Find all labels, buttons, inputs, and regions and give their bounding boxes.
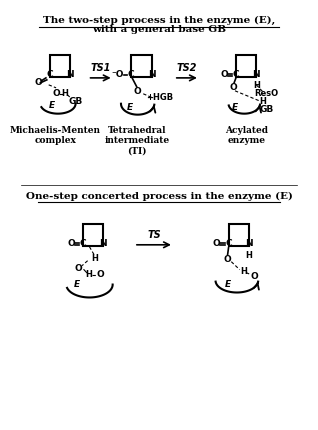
Text: E: E [225,280,231,289]
Bar [236,55,256,77]
Text: O: O [67,240,75,248]
Text: with a general base GB: with a general base GB [92,25,226,34]
Text: O: O [134,87,142,96]
Text: N: N [100,240,107,248]
Text: One-step concerted process in the enzyme (E): One-step concerted process in the enzyme… [25,192,293,201]
Bar [229,224,249,246]
Text: TS1: TS1 [90,63,111,73]
Text: C: C [225,240,232,248]
Text: H: H [259,97,266,106]
Text: H: H [253,81,260,90]
Text: O: O [220,71,228,80]
Text: E: E [48,101,54,110]
Text: N: N [245,240,253,248]
Text: E: E [127,103,133,112]
Text: GB: GB [259,105,274,114]
Text: O: O [251,272,258,281]
Text: TS2: TS2 [176,63,197,73]
Text: C: C [46,71,53,80]
Text: H: H [61,89,68,98]
Text: GB: GB [68,97,83,106]
Text: O: O [74,264,82,273]
Text: ⁻O: ⁻O [111,71,123,80]
Text: C: C [128,71,135,80]
Text: E: E [73,280,80,289]
Text: C: C [233,71,239,80]
Text: +HGB: +HGB [146,93,174,102]
Text: H: H [92,254,99,263]
Text: Michaelis-Menten
complex: Michaelis-Menten complex [10,126,101,145]
Text: N: N [66,71,74,80]
Text: O: O [35,78,42,87]
Text: H: H [85,270,92,279]
Text: H: H [240,267,247,276]
Text: N: N [252,71,260,80]
Text: O: O [97,270,105,279]
Text: C: C [80,240,86,248]
Text: Tetrahedral
intermediate
(TI): Tetrahedral intermediate (TI) [104,126,169,155]
Text: O: O [224,255,232,264]
Text: O: O [229,83,237,92]
Text: O: O [52,89,60,98]
Text: The two-step process in the enzyme (E),: The two-step process in the enzyme (E), [43,16,275,25]
Bar [83,224,103,246]
Text: H: H [245,251,252,260]
Text: O: O [213,240,220,248]
Text: N: N [148,71,156,80]
Text: Acylated
enzyme: Acylated enzyme [225,126,268,145]
Bar [50,55,70,77]
Text: ResO: ResO [254,89,279,98]
Text: E: E [232,103,238,112]
Text: TS: TS [147,230,161,240]
Bar [131,55,152,77]
